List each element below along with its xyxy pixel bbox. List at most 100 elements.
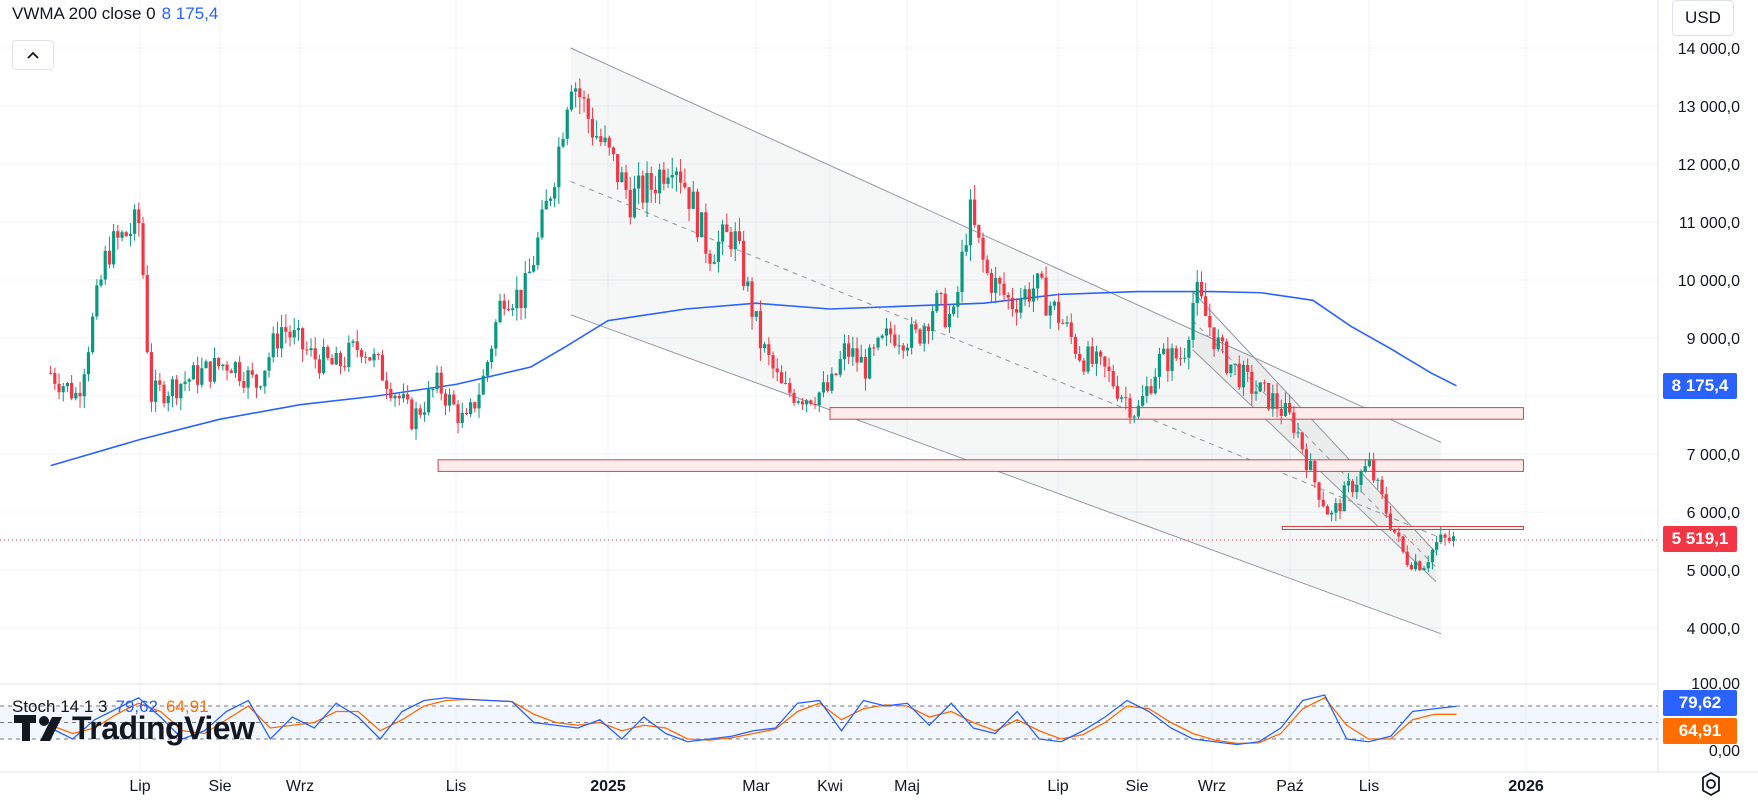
candle-up (191, 365, 196, 380)
candle-down (599, 136, 603, 143)
candle-up (448, 394, 452, 406)
candle-down (1409, 564, 1414, 570)
candle-down (1418, 561, 1422, 571)
candle-up (1145, 386, 1149, 396)
candle-up (481, 375, 485, 395)
candle-up (1187, 339, 1191, 358)
candle-up (947, 313, 952, 328)
candle-up (271, 333, 275, 358)
candle-down (616, 154, 620, 183)
support-zone (437, 459, 1524, 472)
candle-down (1405, 551, 1409, 565)
candle-down (149, 352, 154, 402)
candle-up (1136, 405, 1141, 417)
candle-down (53, 373, 57, 384)
candle-up (574, 88, 578, 92)
candle-up (859, 356, 863, 363)
price-axis[interactable]: 14 000,0 13 000,0 12 000,0 11 000,0 10 000,0… (1657, 0, 1740, 772)
candle-up (670, 174, 674, 178)
candle-down (1073, 336, 1078, 354)
candle-up (817, 392, 821, 406)
candle-down (1372, 460, 1376, 481)
candle-down (502, 300, 506, 309)
candle-down (1304, 449, 1309, 470)
price-axis-label: 11 000,0 (1679, 215, 1740, 232)
stoch-k-badge: 79,62 (1663, 690, 1737, 716)
candle-up (1430, 549, 1435, 563)
candle-down (1061, 322, 1065, 324)
candle-down (1178, 358, 1183, 360)
candle-up (494, 322, 498, 349)
candle-down (70, 382, 74, 399)
candle-up (905, 347, 910, 351)
candle-down (1401, 536, 1405, 552)
candle-down (586, 98, 590, 119)
candle-down (687, 187, 691, 209)
stochastic-legend[interactable]: Stoch 14 1 3 79,62 64,91 (12, 697, 209, 717)
candle-down (775, 368, 779, 373)
candle-down (792, 392, 796, 403)
candle-down (1279, 408, 1283, 416)
candle-up (263, 370, 267, 387)
candle-up (935, 293, 939, 312)
vwma-price-badge: 8 175,4 (1663, 373, 1737, 399)
candle-up (553, 187, 557, 199)
candle-up (1094, 351, 1099, 364)
candle-down (1351, 481, 1355, 493)
candle-up (414, 408, 418, 430)
candle-down (175, 379, 179, 399)
candle-down (893, 334, 897, 346)
candle-down (473, 402, 477, 409)
candle-up (532, 265, 536, 272)
candle-down (628, 189, 632, 218)
candle-up (746, 281, 750, 287)
candle-up (1342, 485, 1346, 512)
candle-down (1237, 363, 1241, 388)
candle-down (1275, 393, 1279, 409)
candle-up (1162, 348, 1166, 354)
candle-up (1191, 303, 1195, 340)
collapse-legend-button[interactable] (12, 40, 54, 70)
candle-up (99, 279, 103, 286)
currency-button[interactable]: USD (1672, 0, 1734, 36)
candle-down (649, 172, 653, 190)
candle-down (452, 394, 456, 405)
candle-down (49, 372, 53, 374)
candle-down (137, 209, 141, 224)
time-axis-label: Lis (1359, 778, 1379, 795)
candle-down (275, 333, 280, 349)
channel-lower-line (570, 314, 1442, 635)
candle-up (469, 402, 473, 415)
candle-down (737, 231, 742, 241)
candle-up (200, 368, 204, 385)
candle-up (393, 395, 397, 399)
candle-down (767, 344, 771, 356)
candle-down (254, 374, 259, 388)
tradingview-logo-icon (14, 713, 68, 743)
candle-down (679, 171, 683, 183)
gear-icon (1702, 771, 1720, 797)
candle-up (1355, 484, 1359, 493)
candle-down (1208, 315, 1212, 328)
candle-up (868, 347, 872, 379)
candle-up (569, 91, 574, 110)
vwma-line (50, 290, 1457, 467)
candle-down (439, 372, 443, 394)
candle-down (443, 393, 448, 406)
time-axis-label: Wrz (286, 778, 314, 795)
candle-up (884, 328, 889, 336)
time-axis-label: 2026 (1508, 778, 1544, 795)
candle-down (809, 400, 813, 404)
stoch-k-line (50, 694, 1457, 746)
candle-up (1170, 348, 1174, 371)
candle-up (548, 198, 553, 201)
chart-settings-button[interactable] (1696, 769, 1726, 799)
indicator-legend[interactable]: VWMA 200 close 0 8 175,4 (12, 4, 218, 24)
candle-down (208, 361, 212, 382)
candle-up (498, 300, 502, 323)
candle-up (544, 200, 548, 210)
candle-down (1002, 283, 1006, 295)
time-axis[interactable]: Lip Sie Wrz Lis 2025 Mar Kwi Maj Lip Sie Wrz Paź Lis… (0, 771, 1758, 795)
candle-up (721, 224, 725, 242)
